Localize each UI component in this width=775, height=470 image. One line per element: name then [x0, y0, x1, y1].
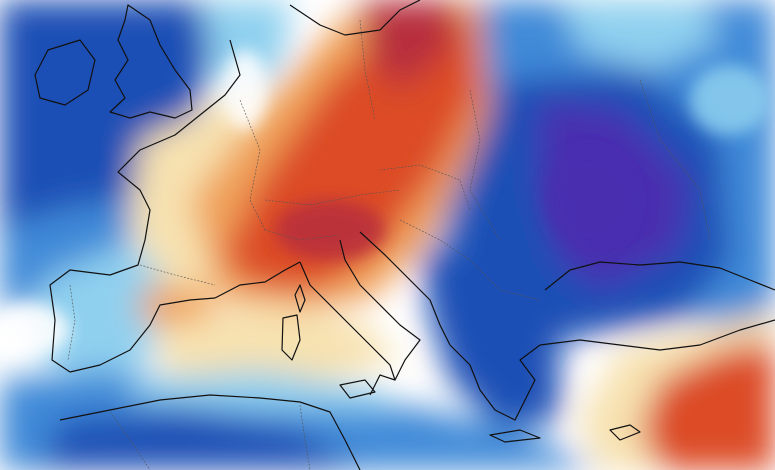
- black-sea-coast: [544, 261, 775, 291]
- atlantic-cold-region: [0, 0, 215, 280]
- greece-coast: [449, 344, 541, 421]
- iberia-cool-region: [40, 280, 160, 380]
- borders: [67, 19, 711, 470]
- northsea-cool-region: [200, 0, 290, 90]
- border-hungary: [379, 164, 471, 211]
- cyprus-coast: [609, 424, 641, 441]
- corsica-coast: [294, 284, 306, 313]
- atlantic-cool-band: [0, 200, 150, 310]
- poland-dark-core: [360, 0, 460, 90]
- levant-hot-region: [640, 340, 775, 470]
- border-italy-alps: [264, 229, 341, 241]
- balkans-cold-region: [420, 250, 560, 430]
- north-africa-mild-band: [130, 370, 400, 410]
- portugal-neutral-detail: [0, 305, 70, 355]
- continental-atlantic-coast: [49, 39, 241, 373]
- sicily-coast: [339, 379, 376, 399]
- ukraine-core-detail: [545, 150, 635, 250]
- border-ukraine-russia: [639, 79, 711, 241]
- iberia-med-coast: [69, 297, 216, 373]
- adriatic-east-coast: [359, 231, 451, 346]
- border-algeria-tunisia: [299, 404, 311, 470]
- border-ukraine-west: [469, 89, 501, 241]
- great-britain-coast: [109, 4, 193, 119]
- border-spain-portugal: [67, 284, 76, 361]
- north-africa-cold-core: [40, 410, 360, 470]
- north-africa-coast: [59, 394, 361, 470]
- border-balkans: [399, 219, 541, 301]
- russia-mild-detail: [690, 65, 770, 135]
- ireland-coast: [34, 39, 96, 106]
- crete-coast: [489, 429, 541, 443]
- italy-east-coast: [339, 239, 421, 381]
- anomaly-detail: [0, 50, 770, 355]
- baltic-coast: [289, 0, 421, 36]
- border-morocco-algeria: [109, 411, 151, 470]
- benelux-neutral-detail: [223, 50, 267, 130]
- turkey-coast: [539, 319, 775, 351]
- coastlines: [34, 0, 775, 470]
- gulf-of-lion-coast: [214, 261, 301, 299]
- mediterranean-warm-region: [160, 300, 400, 380]
- border-spain-france: [139, 264, 216, 286]
- italy-west-coast: [299, 261, 396, 396]
- border-germany-austria: [264, 189, 401, 206]
- border-germany-poland: [359, 19, 376, 121]
- sardinia-coast: [281, 314, 301, 361]
- scandinavia-mild-region: [560, 0, 720, 70]
- alps-core-detail: [275, 200, 385, 260]
